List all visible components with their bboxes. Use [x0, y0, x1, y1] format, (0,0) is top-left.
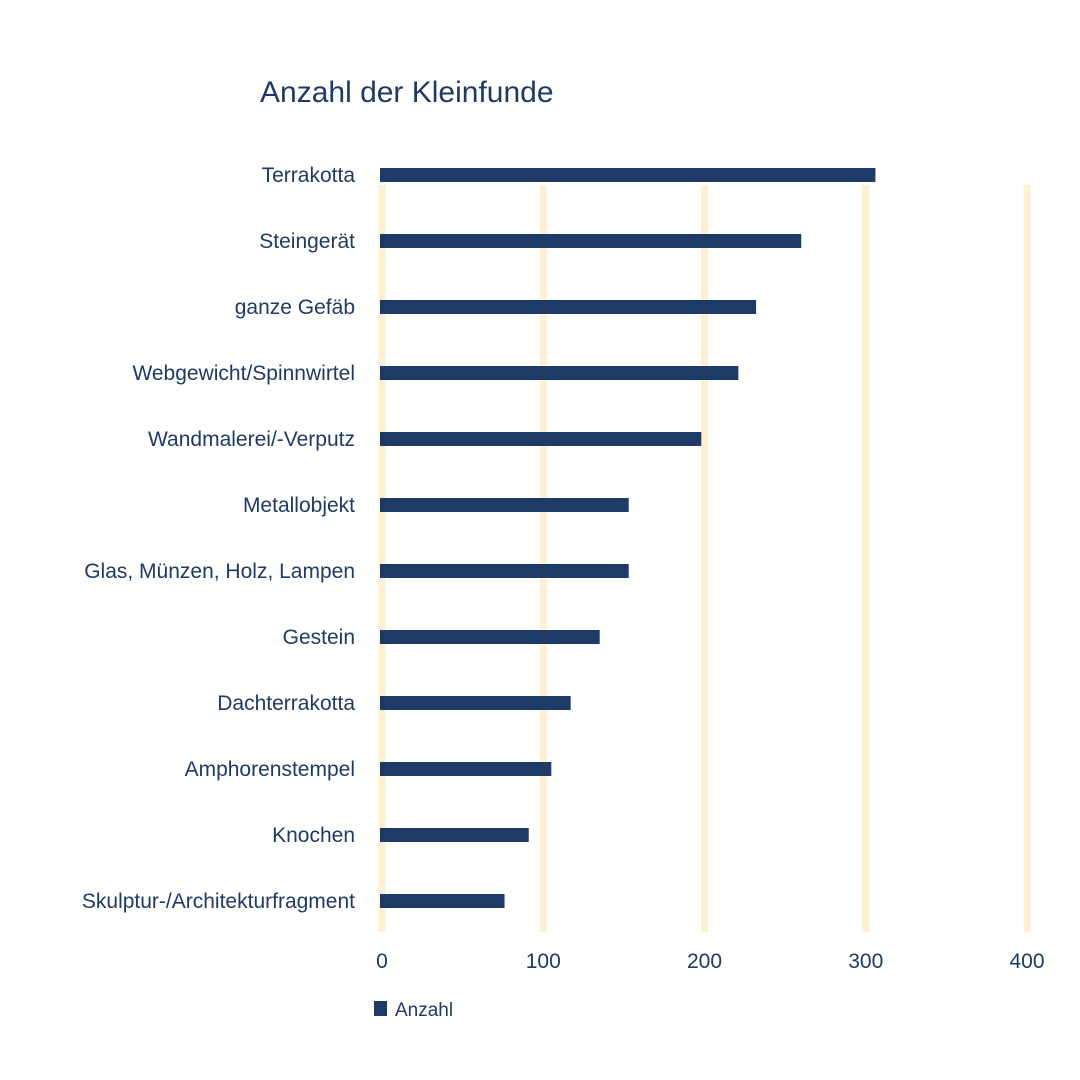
category-label: ganze Gefäb — [235, 296, 355, 319]
grid-lines — [378, 185, 1031, 932]
legend-label: Anzahl — [395, 1000, 453, 1021]
bar — [380, 234, 802, 248]
bar — [380, 300, 757, 314]
legend-swatch — [374, 1001, 387, 1016]
bar — [380, 762, 552, 776]
category-label: Glas, Münzen, Holz, Lampen — [84, 560, 355, 583]
category-labels: Terrakotta Steingerät ganze Gefäb Webgewich… — [82, 164, 355, 913]
bar — [380, 498, 629, 512]
category-label: Knochen — [272, 824, 355, 847]
x-tick-label: 100 — [526, 950, 561, 973]
category-label: Amphorenstempel — [185, 758, 355, 781]
legend: Anzahl — [374, 1000, 453, 1021]
category-label: Gestein — [283, 626, 355, 649]
x-tick-label: 0 — [376, 950, 388, 973]
bar — [380, 168, 876, 182]
category-label: Skulptur-/Architekturfragment — [82, 890, 355, 913]
category-label: Webgewicht/Spinnwirtel — [132, 362, 355, 385]
bar — [380, 894, 505, 908]
bar — [380, 828, 529, 842]
chart-title: Anzahl der Kleinfunde — [260, 76, 554, 109]
bar — [380, 432, 702, 446]
bars-group — [380, 168, 876, 908]
category-label: Steingerät — [259, 230, 355, 253]
x-tick-label: 300 — [848, 950, 883, 973]
x-axis-ticks: 0 100 200 300 400 — [376, 950, 1044, 973]
bar — [380, 366, 739, 380]
x-tick-label: 200 — [687, 950, 722, 973]
category-label: Dachterrakotta — [217, 692, 355, 715]
bar — [380, 564, 629, 578]
x-tick-label: 400 — [1009, 950, 1044, 973]
bar — [380, 696, 571, 710]
category-label: Terrakotta — [262, 164, 356, 187]
category-label: Wandmalerei/-Verputz — [148, 428, 355, 451]
bar — [380, 630, 600, 644]
category-label: Metallobjekt — [243, 494, 355, 517]
